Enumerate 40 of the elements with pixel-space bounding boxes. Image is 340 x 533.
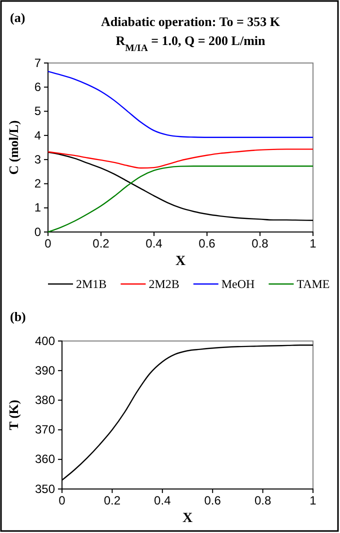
x-tick-label: 0.6	[198, 236, 216, 251]
y-tick-label: 0	[34, 224, 42, 239]
legend-label: MeOH	[221, 277, 256, 291]
line-series	[47, 165, 314, 233]
x-axis-title: X	[182, 511, 193, 526]
y-tick-label: 370	[34, 422, 56, 437]
x-tick-label: 0.2	[92, 236, 110, 251]
x-tick-label: 0.4	[146, 236, 163, 251]
y-tick-label: 2	[34, 176, 42, 191]
legend-label: TAME	[296, 277, 330, 291]
y-tick-label: 5	[34, 104, 42, 118]
chart-title: Adiabatic operation: To = 353 K	[101, 14, 281, 29]
x-tick-label: 0.8	[252, 236, 269, 251]
x-tick-label: 0	[58, 494, 66, 508]
x-tick-label: 0.8	[254, 494, 272, 508]
line-series	[47, 148, 314, 169]
y-tick-label: 1	[34, 200, 42, 215]
y-tick-label: 3	[34, 152, 42, 166]
line-series	[47, 70, 314, 138]
chart-subtitle: R$_{M/IA}$ = 1.0, Q = 200 L/min	[116, 33, 266, 54]
y-tick-label: 7	[34, 56, 42, 70]
legend-label: 2M2B	[148, 277, 180, 291]
y-tick-label: 400	[34, 334, 56, 348]
x-tick-label: 0.6	[204, 494, 222, 508]
text: (b)	[10, 309, 26, 324]
x-tick-label: 0.4	[154, 494, 172, 508]
x-tick-label: 1	[310, 236, 317, 251]
x-tick-label: 1	[310, 494, 317, 508]
y-tick-label: 380	[34, 393, 56, 408]
y-axis-title: T (K)	[6, 400, 21, 430]
x-axis-title: X	[175, 254, 186, 269]
y-tick-label: 350	[34, 482, 56, 496]
y-tick-label: 390	[34, 363, 56, 378]
legend-label: 2M1B	[76, 277, 107, 291]
y-tick-label: 6	[34, 80, 42, 94]
x-tick-label: 0.2	[104, 494, 121, 508]
y-axis-title: C (mol/L)	[6, 120, 21, 175]
y-tick-label: 360	[34, 452, 56, 466]
text: (a)	[10, 10, 26, 25]
y-tick-label: 4	[34, 128, 42, 142]
